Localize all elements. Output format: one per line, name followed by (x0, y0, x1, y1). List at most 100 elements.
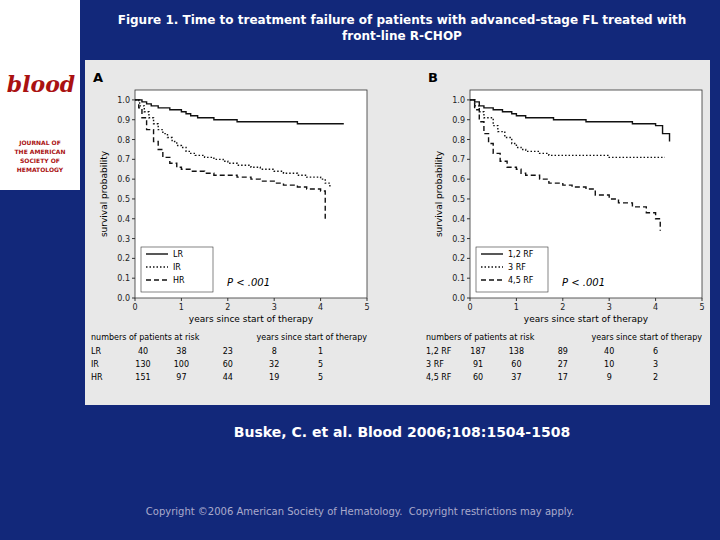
y-tick-label: 0.0 (117, 294, 130, 303)
legend-box (141, 247, 213, 292)
table-row-label: 1,2 RF (426, 347, 452, 356)
x-tick (320, 298, 321, 301)
table-value: 40 (138, 347, 148, 356)
y-tick (132, 139, 135, 140)
figure: bloodJOURNAL OFTHE AMERICANSOCIETY OFHEM… (0, 0, 720, 540)
legend: LRIRHR (141, 247, 213, 292)
panel: B0.00.10.20.30.40.50.60.70.80.91.0012345… (426, 70, 705, 382)
title-line: Figure 1. Time to treatment failure of p… (118, 13, 687, 27)
table-value: 3 (653, 360, 658, 369)
legend-label: 1,2 RF (508, 250, 534, 259)
legend-box (476, 247, 548, 292)
legend: 1,2 RF3 RF4,5 RF (476, 247, 548, 292)
panel-area (85, 60, 710, 405)
panel: A0.00.10.20.30.40.50.60.70.80.91.0012345… (91, 70, 370, 382)
journal-text: SOCIETY OF (20, 157, 60, 164)
journal-text: HEMATOLOGY (17, 166, 64, 173)
y-tick-label: 0.0 (452, 294, 465, 303)
x-tick-label: 5 (699, 303, 704, 312)
y-tick-label: 0.1 (117, 274, 130, 283)
table-header: numbers of patients at risk (91, 333, 200, 342)
y-tick (467, 198, 470, 199)
x-tick (562, 298, 563, 301)
y-tick-label: 1.0 (452, 96, 465, 105)
y-tick-label: 1.0 (117, 96, 130, 105)
table-value: 151 (135, 373, 150, 382)
survival-curve (135, 100, 344, 124)
table-value: 89 (558, 347, 568, 356)
x-tick (516, 298, 517, 301)
x-tick (227, 298, 228, 301)
legend-swatch (481, 253, 503, 254)
copyright: Copyright ©2006 American Society of Hema… (146, 506, 574, 517)
table-value: 44 (223, 373, 233, 382)
table-value: 6 (653, 347, 658, 356)
table-value: 27 (558, 360, 568, 369)
y-tick (132, 218, 135, 219)
panel-label: B (428, 70, 438, 85)
x-tick-label: 2 (560, 303, 565, 312)
table-value: 9 (607, 373, 612, 382)
x-tick (135, 298, 136, 301)
table-value: 130 (135, 360, 150, 369)
y-axis-label: survival probability (434, 150, 444, 237)
table-row-label: LR (91, 347, 101, 356)
y-tick-label: 0.5 (117, 195, 130, 204)
table-value: 38 (176, 347, 186, 356)
table-value: 97 (176, 373, 186, 382)
table-value: 19 (269, 373, 279, 382)
x-tick (367, 298, 368, 301)
logo-box (0, 0, 80, 190)
x-tick (655, 298, 656, 301)
plot-area (470, 100, 670, 231)
x-tick-label: 4 (318, 303, 323, 312)
survival-curve (135, 100, 325, 219)
y-tick (132, 238, 135, 239)
table-value: 32 (269, 360, 279, 369)
p-value: P < .001 (562, 277, 605, 288)
plot-frame (470, 90, 702, 298)
y-tick (132, 99, 135, 100)
y-axis-label: survival probability (99, 150, 109, 237)
table-value: 100 (174, 360, 189, 369)
p-value: P < .001 (227, 277, 270, 288)
plot-frame (135, 90, 367, 298)
table-value: 138 (509, 347, 524, 356)
survival-curve (470, 100, 665, 157)
x-tick-label: 1 (179, 303, 184, 312)
table-value: 37 (511, 373, 521, 382)
y-tick-label: 0.3 (452, 235, 465, 244)
title: Figure 1. Time to treatment failure of p… (118, 13, 687, 43)
logo-text: blood (7, 71, 75, 97)
survival-curve (470, 100, 670, 142)
y-tick (132, 258, 135, 259)
x-axis-label: years since start of therapy (189, 314, 314, 324)
journal-text: JOURNAL OF (18, 139, 61, 147)
table-row-label: 4,5 RF (426, 373, 452, 382)
y-tick-label: 0.3 (117, 235, 130, 244)
table-row-label: HR (91, 373, 103, 382)
table-header: numbers of patients at risk (426, 333, 535, 342)
citation: Buske, C. et al. Blood 2006;108:1504-150… (234, 424, 570, 440)
y-tick-label: 0.8 (452, 136, 465, 145)
x-tick (609, 298, 610, 301)
y-tick (132, 198, 135, 199)
y-tick (467, 278, 470, 279)
y-tick-label: 0.6 (452, 175, 465, 184)
table-value: 60 (511, 360, 521, 369)
table-value: 17 (558, 373, 568, 382)
table-x-label: years since start of therapy (592, 333, 703, 342)
x-tick-label: 5 (364, 303, 369, 312)
y-tick (467, 159, 470, 160)
table-value: 23 (223, 347, 233, 356)
y-tick (467, 218, 470, 219)
y-tick (132, 179, 135, 180)
y-tick-label: 0.1 (452, 274, 465, 283)
x-tick (181, 298, 182, 301)
legend-label: LR (173, 250, 183, 259)
table-value: 8 (272, 347, 277, 356)
table-value: 187 (470, 347, 485, 356)
legend-swatch (146, 253, 168, 254)
table-value: 5 (318, 373, 323, 382)
y-tick-label: 0.8 (117, 136, 130, 145)
